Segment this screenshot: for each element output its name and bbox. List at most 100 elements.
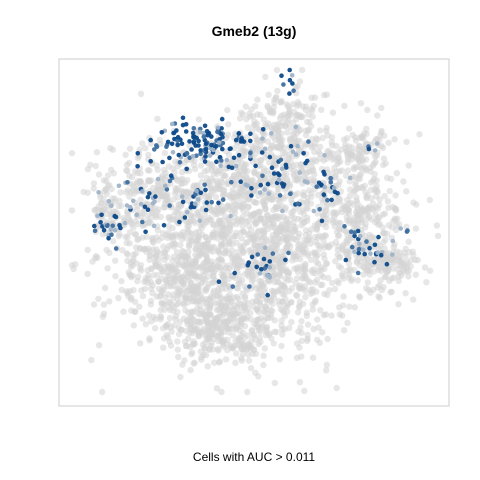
background-cell-point (109, 146, 117, 153)
highlighted-cell-point (295, 143, 301, 149)
highlighted-cell-point (182, 215, 188, 220)
highlighted-cell-point (305, 180, 310, 185)
highlighted-cell-point (318, 182, 324, 187)
background-cell-point (323, 361, 330, 369)
background-cell-point (320, 157, 327, 164)
background-cell-point (165, 163, 173, 170)
highlighted-cell-point (188, 204, 194, 210)
background-cell-point (412, 225, 420, 232)
background-cell-point (213, 225, 220, 232)
background-cell-point (234, 285, 242, 292)
highlighted-cell-point (95, 213, 100, 219)
background-cell-point (215, 248, 223, 255)
background-cell-point (346, 192, 354, 199)
background-cell-point (253, 285, 261, 292)
highlighted-cell-point (249, 185, 254, 191)
highlighted-cell-point (356, 250, 362, 256)
background-cell-point (358, 183, 365, 191)
plot-frame (58, 58, 450, 407)
background-cell-point (90, 180, 98, 187)
background-cell-point (242, 173, 250, 180)
background-cell-point (365, 205, 372, 212)
background-cell-point (262, 331, 270, 339)
background-cell-point (225, 311, 233, 318)
background-cell-point (104, 172, 112, 179)
background-cell-point (90, 301, 98, 308)
background-cell-point (303, 199, 311, 207)
background-cell-point (342, 228, 350, 235)
background-cell-point (285, 154, 292, 162)
background-cell-point (385, 139, 392, 146)
background-cell-point (194, 211, 202, 219)
background-cell-point (275, 286, 282, 294)
background-cell-point (91, 207, 98, 214)
background-cell-point (293, 340, 301, 347)
background-cell-point (68, 149, 76, 157)
highlighted-cell-point (140, 219, 145, 225)
background-cell-point (376, 201, 383, 208)
background-cell-point (177, 373, 184, 381)
background-cell-point (244, 167, 251, 175)
background-cell-point (321, 232, 328, 239)
background-cell-point (214, 263, 221, 270)
background-cell-point (248, 337, 255, 345)
background-cell-point (333, 142, 340, 150)
background-cell-point (200, 275, 207, 283)
highlighted-cell-point (262, 146, 268, 152)
background-cell-point (100, 177, 108, 184)
highlighted-cell-point (356, 246, 362, 252)
background-cell-point (225, 151, 233, 158)
background-cell-point (305, 278, 312, 285)
background-cell-point (139, 140, 146, 147)
background-cell-point (338, 167, 346, 174)
background-cell-point (212, 193, 219, 201)
background-cell-point (358, 211, 365, 219)
background-cell-point (323, 124, 330, 132)
background-cell-point (264, 102, 271, 110)
background-cell-point (410, 296, 417, 303)
background-cell-point (161, 253, 168, 260)
highlighted-cell-point (197, 218, 203, 224)
background-cell-point (293, 275, 301, 282)
background-cell-point (345, 200, 352, 207)
background-cell-point (179, 361, 186, 368)
highlighted-cell-point (104, 223, 110, 229)
background-cell-point (279, 326, 286, 333)
background-cell-point (88, 356, 95, 364)
background-cell-point (154, 249, 161, 256)
background-cell-point (273, 205, 280, 212)
background-cell-point (353, 194, 360, 201)
background-cell-point (216, 358, 224, 365)
background-cell-point (252, 133, 259, 140)
background-cell-point (285, 269, 293, 277)
background-cell-point (387, 175, 395, 183)
background-cell-point (329, 279, 336, 286)
highlighted-cell-point (216, 200, 221, 206)
background-cell-point (172, 313, 180, 320)
background-cell-point (374, 284, 381, 291)
background-cell-point (283, 215, 291, 222)
background-cell-point (97, 194, 104, 201)
background-cell-point (381, 192, 388, 200)
background-cell-point (137, 265, 144, 272)
highlighted-cell-point (233, 163, 239, 169)
background-cell-point (155, 255, 162, 263)
background-cell-point (222, 213, 229, 220)
background-cell-point (306, 187, 313, 194)
background-cell-point (135, 273, 142, 280)
background-cell-point (181, 293, 189, 301)
background-cell-point (137, 170, 144, 177)
highlighted-cell-point (281, 184, 286, 189)
highlighted-cell-point (280, 208, 285, 214)
background-cell-point (213, 168, 220, 176)
background-cell-point (283, 221, 290, 228)
background-cell-point (213, 385, 221, 392)
background-cell-point (140, 208, 148, 215)
background-cell-point (219, 207, 226, 215)
background-cell-point (397, 262, 405, 269)
background-cell-point (100, 206, 108, 213)
background-cell-point (258, 235, 265, 242)
background-cell-point (238, 345, 246, 353)
highlighted-cell-point (290, 81, 295, 86)
